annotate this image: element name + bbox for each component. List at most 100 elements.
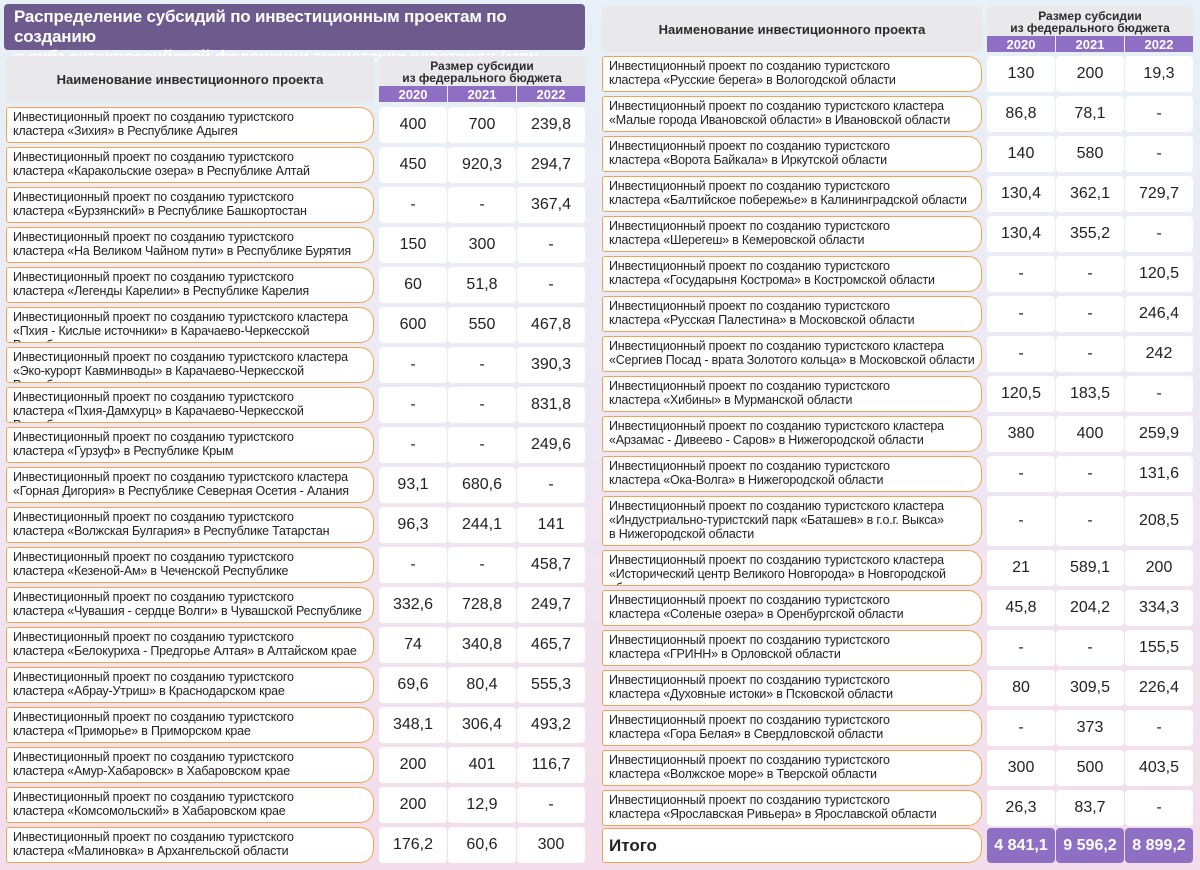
subsidy-value-2020: 348,1 (379, 707, 447, 743)
subsidy-value-2021: 680,6 (448, 467, 516, 503)
subsidy-value-2020: 120,5 (987, 376, 1055, 412)
subsidy-value-2020: 150 (379, 227, 447, 263)
subsidy-value-2021: 401 (448, 747, 516, 783)
subsidy-value-2020: 21 (987, 550, 1055, 586)
subsidy-value-2020: - (379, 187, 447, 223)
subsidy-value-2020: 45,8 (987, 590, 1055, 626)
subsidy-value-2022: - (1125, 376, 1193, 412)
subsidy-value-2020: 600 (379, 307, 447, 343)
subsidy-value-2022: - (1125, 136, 1193, 172)
project-name: Инвестиционный проект по созданию турист… (602, 496, 982, 546)
subsidy-value-2020: - (987, 296, 1055, 332)
subsidy-value-2021: 400 (1056, 416, 1124, 452)
subsidy-value-2021: - (448, 347, 516, 383)
subsidy-value-2022: 493,2 (517, 707, 585, 743)
subsidy-value-2022: 334,3 (1125, 590, 1193, 626)
subsidy-value-2021: 728,8 (448, 587, 516, 623)
project-name: Инвестиционный проект по созданию турист… (602, 336, 982, 372)
left-header-subsidy: Размер субсидии из федерального бюджета (379, 56, 585, 86)
project-name: Инвестиционный проект по созданию турист… (6, 667, 374, 703)
project-name: Инвестиционный проект по созданию турист… (602, 216, 982, 252)
subsidy-value-2020: - (987, 336, 1055, 372)
subsidy-value-2021: 12,9 (448, 787, 516, 823)
subsidy-value-2020: - (379, 387, 447, 423)
project-name: Инвестиционный проект по созданию турист… (6, 227, 374, 263)
project-name: Инвестиционный проект по созданию турист… (6, 507, 374, 543)
project-name: Инвестиционный проект по созданию турист… (602, 136, 982, 172)
left-header-name: Наименование инвестиционного проекта (6, 56, 374, 102)
subsidy-value-2020: - (379, 547, 447, 583)
subsidy-value-2020: 450 (379, 147, 447, 183)
subsidy-value-2020: 86,8 (987, 96, 1055, 132)
project-name: Инвестиционный проект по созданию турист… (602, 96, 982, 132)
subsidy-value-2020: - (987, 630, 1055, 666)
subsidy-value-2020: 80 (987, 670, 1055, 706)
subsidy-value-2021: 362,1 (1056, 176, 1124, 212)
subsidy-value-2021: 550 (448, 307, 516, 343)
subsidy-value-2021: 183,5 (1056, 376, 1124, 412)
right-year-2022: 2022 (1125, 36, 1193, 52)
right-header-name: Наименование инвестиционного проекта (602, 6, 982, 52)
subsidy-value-2021: 355,2 (1056, 216, 1124, 252)
subsidy-value-2020: 130 (987, 56, 1055, 92)
subsidy-value-2022: 200 (1125, 550, 1193, 586)
project-name: Инвестиционный проект по созданию турист… (6, 147, 374, 183)
subsidy-value-2022: 300 (517, 827, 585, 863)
project-name: Инвестиционный проект по созданию турист… (6, 627, 374, 663)
subsidy-value-2022: 367,4 (517, 187, 585, 223)
subsidy-value-2020: 176,2 (379, 827, 447, 863)
left-year-2022: 2022 (517, 86, 585, 102)
subsidy-value-2020: 93,1 (379, 467, 447, 503)
subsidy-value-2022: 141 (517, 507, 585, 543)
subsidy-value-2021: 51,8 (448, 267, 516, 303)
left-year-2021: 2021 (448, 86, 516, 102)
subsidy-value-2022: 155,5 (1125, 630, 1193, 666)
project-name: Инвестиционный проект по созданию турист… (602, 750, 982, 786)
project-name: Инвестиционный проект по созданию турист… (602, 790, 982, 826)
subsidy-value-2021: 309,5 (1056, 670, 1124, 706)
subsidy-value-2021: 589,1 (1056, 550, 1124, 586)
subsidy-value-2022: - (517, 227, 585, 263)
subsidy-value-2022: - (1125, 216, 1193, 252)
subsidy-value-2021: - (448, 387, 516, 423)
subsidy-value-2020: - (987, 710, 1055, 746)
subsidy-value-2021: 60,6 (448, 827, 516, 863)
subsidy-value-2020: 26,3 (987, 790, 1055, 826)
project-name: Инвестиционный проект по созданию турист… (602, 710, 982, 746)
total-2020: 4 841,1 (987, 828, 1055, 863)
project-name: Инвестиционный проект по созданию турист… (6, 547, 374, 583)
project-name: Инвестиционный проект по созданию турист… (6, 107, 374, 143)
subsidy-value-2021: - (1056, 496, 1124, 546)
subsidy-value-2022: - (1125, 790, 1193, 826)
subsidy-value-2022: 242 (1125, 336, 1193, 372)
subsidy-value-2021: - (1056, 630, 1124, 666)
subsidy-value-2022: - (517, 467, 585, 503)
project-name: Инвестиционный проект по созданию турист… (602, 550, 982, 586)
subsidy-value-2022: 403,5 (1125, 750, 1193, 786)
subsidy-value-2022: 294,7 (517, 147, 585, 183)
subsidy-value-2020: - (379, 427, 447, 463)
project-name: Инвестиционный проект по созданию турист… (6, 267, 374, 303)
project-name: Инвестиционный проект по созданию турист… (6, 387, 374, 423)
total-2021: 9 596,2 (1056, 828, 1124, 863)
project-name: Инвестиционный проект по созданию турист… (602, 416, 982, 452)
total-label: Итого (602, 828, 982, 863)
project-name: Инвестиционный проект по созданию турист… (602, 590, 982, 626)
subsidy-value-2022: 259,9 (1125, 416, 1193, 452)
subsidy-value-2020: 96,3 (379, 507, 447, 543)
subsidy-value-2020: 400 (379, 107, 447, 143)
subsidy-value-2021: 204,2 (1056, 590, 1124, 626)
subsidy-value-2022: 458,7 (517, 547, 585, 583)
subsidy-value-2021: - (1056, 456, 1124, 492)
project-name: Инвестиционный проект по созданию турист… (6, 427, 374, 463)
subsidy-value-2022: 831,8 (517, 387, 585, 423)
subsidy-value-2022: 465,7 (517, 627, 585, 663)
project-name: Инвестиционный проект по созданию турист… (6, 707, 374, 743)
project-name: Инвестиционный проект по созданию турист… (6, 467, 374, 503)
project-name: Инвестиционный проект по созданию турист… (602, 296, 982, 332)
subsidy-value-2022: 116,7 (517, 747, 585, 783)
subsidy-value-2020: 380 (987, 416, 1055, 452)
project-name: Инвестиционный проект по созданию турист… (602, 256, 982, 292)
subsidy-value-2020: 332,6 (379, 587, 447, 623)
project-name: Инвестиционный проект по созданию турист… (6, 827, 374, 863)
